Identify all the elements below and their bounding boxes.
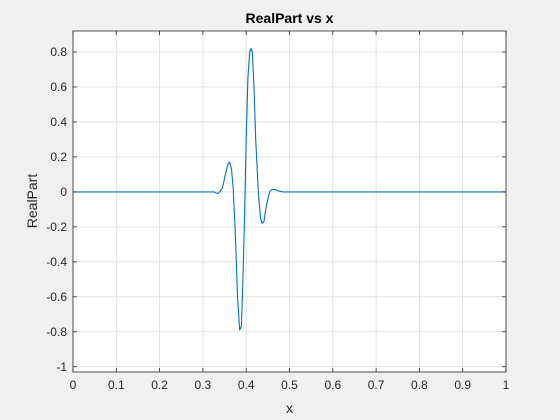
x-tick-label: 1 (503, 378, 510, 392)
y-tick-label: 0.8 (50, 45, 67, 59)
x-tick-label: 0.5 (281, 378, 298, 392)
x-tick-label: 0.6 (324, 378, 341, 392)
x-tick-label: 0.1 (108, 378, 125, 392)
y-tick-label: -1 (56, 360, 67, 374)
y-tick-label: -0.4 (46, 255, 67, 269)
ticks (72, 31, 507, 372)
chart-title: RealPart vs x (246, 10, 334, 26)
x-axis-label: x (286, 400, 293, 416)
series-line (73, 47, 506, 331)
x-tick-label: 0.8 (411, 378, 428, 392)
y-tick-label: -0.2 (46, 220, 67, 234)
y-axis-label: RealPart (24, 174, 40, 229)
y-tick-label: 0.4 (50, 115, 67, 129)
x-tick-label: 0 (70, 378, 77, 392)
y-tick-label: 0 (60, 185, 67, 199)
y-tick-label: -0.8 (46, 325, 67, 339)
x-tick-label: 0.4 (238, 378, 255, 392)
x-tick-label: 0.3 (195, 378, 212, 392)
tick-labels: 0 0.1 0.2 0.3 0.4 0.5 0.6 0.7 0.8 0.9 1 -1 -0.8 -0.6 -… (46, 45, 509, 392)
y-tick-label: 0.6 (50, 80, 67, 94)
plot-area (73, 47, 506, 331)
x-tick-label: 0.9 (454, 378, 471, 392)
x-tick-label: 0.2 (151, 378, 168, 392)
y-tick-label: 0.2 (50, 150, 67, 164)
x-tick-label: 0.7 (368, 378, 385, 392)
y-tick-label: -0.6 (46, 290, 67, 304)
